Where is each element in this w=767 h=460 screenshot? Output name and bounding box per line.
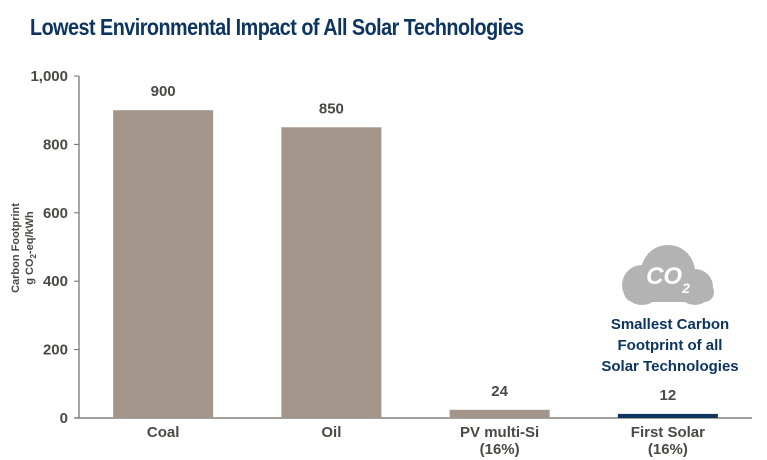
bars (113, 110, 718, 419)
bar (617, 413, 718, 418)
category-sublabel: (16%) (648, 441, 688, 458)
y-axis-label-units: g CO2-eq/kWh (24, 211, 38, 285)
data-label: 850 (319, 100, 344, 117)
category-label: First Solar (631, 424, 705, 441)
co2-cloud-icon: CO2 (622, 245, 714, 305)
chart-title: Lowest Environmental Impact of All Solar… (30, 14, 524, 40)
y-tick-label: 0 (60, 410, 68, 427)
category-label: Coal (147, 424, 180, 441)
category-label: PV multi-Si (460, 424, 539, 441)
category-label: Oil (321, 424, 341, 441)
category-sublabel: (16%) (480, 441, 520, 458)
bar (113, 110, 214, 418)
y-tick-label: 600 (43, 205, 68, 222)
y-tick-label: 1,000 (30, 68, 68, 85)
data-label: 12 (660, 387, 677, 404)
data-label: 24 (491, 383, 508, 400)
co2-text: CO2 (646, 263, 690, 296)
y-axis-label: Carbon Footprint (10, 203, 22, 293)
annotation-note: Smallest Carbon Footprint of all Solar T… (590, 314, 750, 377)
annotation-line: Smallest Carbon (610, 316, 730, 333)
annotation-line: Footprint of all (617, 337, 723, 354)
y-axis-label-line1: Carbon Footprint (10, 203, 22, 293)
y-tick-label: 200 (43, 342, 68, 359)
data-label: 900 (151, 83, 176, 100)
bar (449, 409, 550, 418)
y-tick-label: 400 (43, 273, 68, 290)
annotation-line: Solar Technologies (601, 358, 739, 375)
y-tick-label: 800 (43, 136, 68, 153)
bar (281, 127, 382, 419)
